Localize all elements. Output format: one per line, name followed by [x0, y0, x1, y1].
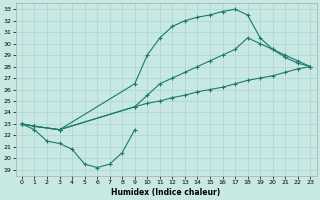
- X-axis label: Humidex (Indice chaleur): Humidex (Indice chaleur): [111, 188, 221, 197]
